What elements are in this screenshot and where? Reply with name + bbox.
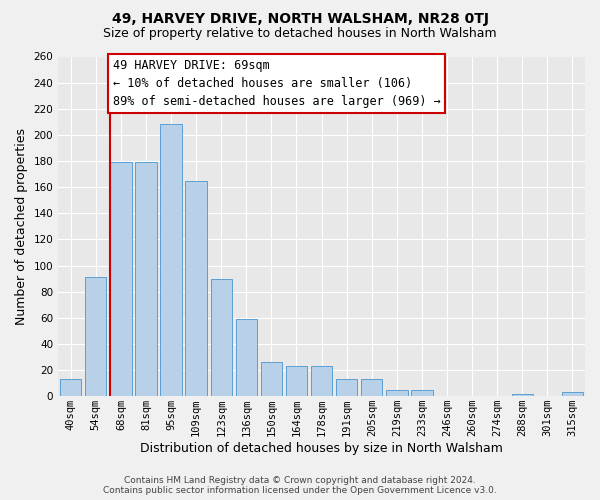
Bar [160, 124, 182, 396]
Bar [361, 379, 382, 396]
Bar [60, 379, 82, 396]
Y-axis label: Number of detached properties: Number of detached properties [15, 128, 28, 325]
Bar [386, 390, 407, 396]
Bar [85, 278, 106, 396]
Bar [236, 319, 257, 396]
Bar [110, 162, 131, 396]
Bar [562, 392, 583, 396]
Bar [286, 366, 307, 396]
Bar [311, 366, 332, 396]
Bar [336, 379, 358, 396]
Bar [261, 362, 282, 396]
Bar [411, 390, 433, 396]
Bar [136, 162, 157, 396]
Text: 49 HARVEY DRIVE: 69sqm
← 10% of detached houses are smaller (106)
89% of semi-de: 49 HARVEY DRIVE: 69sqm ← 10% of detached… [113, 59, 440, 108]
Text: Size of property relative to detached houses in North Walsham: Size of property relative to detached ho… [103, 28, 497, 40]
Bar [185, 180, 207, 396]
X-axis label: Distribution of detached houses by size in North Walsham: Distribution of detached houses by size … [140, 442, 503, 455]
Text: 49, HARVEY DRIVE, NORTH WALSHAM, NR28 0TJ: 49, HARVEY DRIVE, NORTH WALSHAM, NR28 0T… [112, 12, 488, 26]
Bar [512, 394, 533, 396]
Bar [211, 278, 232, 396]
Text: Contains HM Land Registry data © Crown copyright and database right 2024.
Contai: Contains HM Land Registry data © Crown c… [103, 476, 497, 495]
